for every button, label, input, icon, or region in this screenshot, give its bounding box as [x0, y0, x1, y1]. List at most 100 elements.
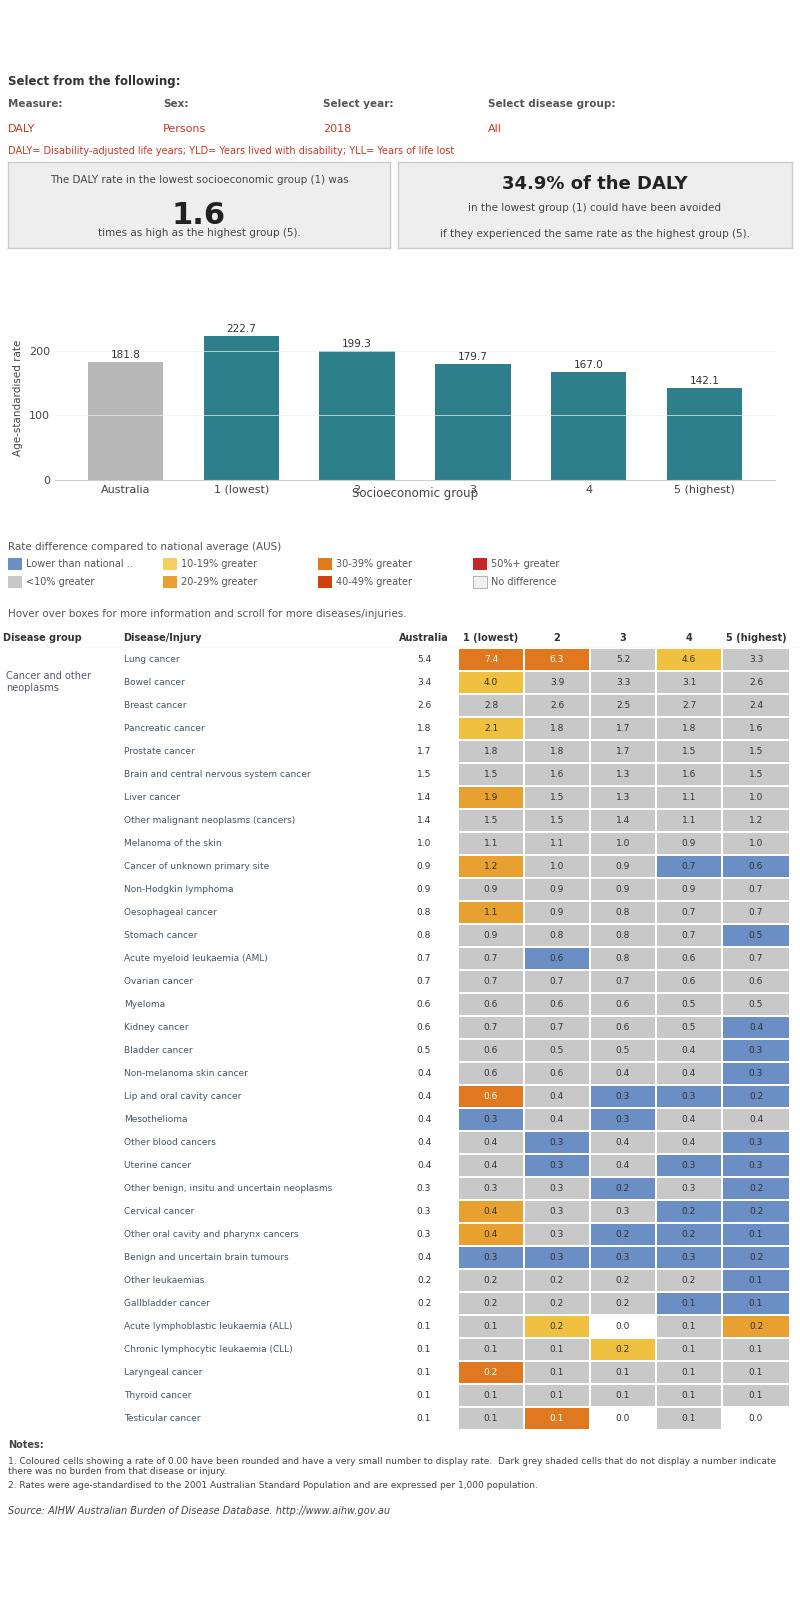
Text: 0.2: 0.2 [484, 1368, 498, 1378]
Text: 0.3: 0.3 [616, 1253, 630, 1262]
Text: 0.4: 0.4 [682, 1115, 696, 1123]
Text: Chronic lymphocytic leukaemia (CLL): Chronic lymphocytic leukaemia (CLL) [124, 1346, 293, 1354]
Bar [473, 576, 487, 587]
Text: 222.7: 222.7 [226, 323, 256, 334]
Bar [8, 576, 22, 587]
Text: 0.4: 0.4 [417, 1115, 431, 1123]
Text: Gallbladder cancer: Gallbladder cancer [124, 1299, 210, 1309]
Text: 0.3: 0.3 [682, 1253, 696, 1262]
Text: if they experienced the same rate as the highest group (5).: if they experienced the same rate as the… [440, 229, 750, 238]
Text: 1.8: 1.8 [550, 723, 564, 733]
Text: 0.3: 0.3 [616, 1091, 630, 1101]
Text: Thyroid cancer: Thyroid cancer [124, 1390, 191, 1400]
Text: Bladder cancer: Bladder cancer [124, 1046, 193, 1054]
Text: 0.7: 0.7 [749, 885, 763, 894]
Text: 1.0: 1.0 [417, 838, 431, 848]
Text: 1.8: 1.8 [484, 747, 498, 757]
Bar [551, 371, 626, 480]
Text: 3.1: 3.1 [682, 678, 696, 686]
Text: 0.1: 0.1 [616, 1390, 630, 1400]
Text: Testicular cancer: Testicular cancer [124, 1414, 201, 1422]
Text: 5.2: 5.2 [616, 654, 630, 664]
Text: 0.3: 0.3 [616, 1206, 630, 1216]
Text: 1.7: 1.7 [417, 747, 431, 755]
Text: Benign and uncertain brain tumours: Benign and uncertain brain tumours [124, 1253, 289, 1262]
Text: 6.3: 6.3 [550, 654, 564, 664]
Text: 0.7: 0.7 [417, 954, 431, 963]
Text: 0.3: 0.3 [550, 1162, 564, 1170]
Text: 0.5: 0.5 [550, 1046, 564, 1054]
Text: 0.2: 0.2 [616, 1299, 630, 1309]
Bar [163, 558, 177, 570]
Bar [473, 558, 487, 570]
Text: 1 (lowest): 1 (lowest) [463, 634, 518, 643]
Text: 3.3: 3.3 [616, 678, 630, 686]
Text: 3.4: 3.4 [417, 678, 431, 686]
Text: 1.6: 1.6 [550, 770, 564, 779]
Text: 1.2: 1.2 [484, 862, 498, 870]
Text: 0.3: 0.3 [550, 1184, 564, 1194]
Text: Non-Hodgkin lymphoma: Non-Hodgkin lymphoma [124, 885, 234, 894]
Text: 2.6: 2.6 [550, 701, 564, 710]
Text: 0.4: 0.4 [682, 1138, 696, 1147]
Text: 0.6: 0.6 [417, 1022, 431, 1032]
Text: 0.2: 0.2 [616, 1184, 630, 1194]
Text: 50%+ greater: 50%+ greater [491, 558, 559, 570]
Text: 3.3: 3.3 [749, 654, 763, 664]
Text: Lung cancer: Lung cancer [124, 654, 180, 664]
Text: Non-melanoma skin cancer: Non-melanoma skin cancer [124, 1069, 248, 1078]
Text: 1.8: 1.8 [417, 723, 431, 733]
Text: 0.5: 0.5 [749, 1000, 763, 1010]
Text: 0.1: 0.1 [417, 1390, 431, 1400]
Text: 5 (highest): 5 (highest) [726, 634, 786, 643]
Text: 0.4: 0.4 [484, 1206, 498, 1216]
Text: Other oral cavity and pharynx cancers: Other oral cavity and pharynx cancers [124, 1230, 298, 1238]
Text: 0.1: 0.1 [682, 1346, 696, 1354]
Text: 0.4: 0.4 [484, 1230, 498, 1238]
Text: 0.1: 0.1 [682, 1414, 696, 1422]
Text: 0.4: 0.4 [616, 1069, 630, 1078]
Text: 0.2: 0.2 [484, 1299, 498, 1309]
Y-axis label: Age-standardised rate: Age-standardised rate [14, 339, 23, 456]
Text: 0.7: 0.7 [550, 1022, 564, 1032]
Text: 0.7: 0.7 [682, 862, 696, 870]
Text: 0.2: 0.2 [417, 1277, 431, 1285]
Text: 1.5: 1.5 [417, 770, 431, 779]
Text: 0.2: 0.2 [616, 1230, 630, 1238]
Text: 0.3: 0.3 [749, 1046, 763, 1054]
Text: 2.6: 2.6 [749, 678, 763, 686]
Text: Melanoma of the skin: Melanoma of the skin [124, 838, 222, 848]
Bar [203, 336, 279, 480]
Text: 0.1: 0.1 [417, 1322, 431, 1331]
Text: 1.0: 1.0 [749, 794, 763, 802]
Text: Breast cancer: Breast cancer [124, 701, 186, 710]
Text: Source: AIHW Australian Burden of Disease Database. http://www.aihw.gov.au: Source: AIHW Australian Burden of Diseas… [8, 1506, 390, 1517]
Text: Cancer and other
neoplasms: Cancer and other neoplasms [6, 672, 91, 693]
Text: Comparison of age-standardised DALY rate:  Persons, 2018, for selected disease g: Comparison of age-standardised DALY rate… [8, 278, 586, 291]
Text: 2.1: 2.1 [484, 723, 498, 733]
Text: DALY: DALY [8, 123, 35, 134]
Text: 0.3: 0.3 [417, 1206, 431, 1216]
Text: 4: 4 [686, 634, 692, 643]
Text: 0.8: 0.8 [417, 931, 431, 939]
Text: 7.4: 7.4 [484, 654, 498, 664]
Text: 0.1: 0.1 [550, 1414, 564, 1422]
Text: 0.2: 0.2 [749, 1184, 763, 1194]
Text: DALY= Disability-adjusted life years; YLD= Years lived with disability; YLL= Yea: DALY= Disability-adjusted life years; YL… [8, 146, 454, 157]
Text: 0.1: 0.1 [550, 1390, 564, 1400]
Text: 2. Rates were age-standardised to the 2001 Australian Standard Population and ar: 2. Rates were age-standardised to the 20… [8, 1482, 538, 1490]
Text: 0.3: 0.3 [682, 1184, 696, 1194]
Text: 0.1: 0.1 [682, 1322, 696, 1331]
Text: 0.2: 0.2 [550, 1299, 564, 1309]
Text: 0.1: 0.1 [749, 1368, 763, 1378]
Text: 0.7: 0.7 [616, 978, 630, 986]
Text: 0.4: 0.4 [417, 1253, 431, 1262]
Text: 1.1: 1.1 [484, 909, 498, 917]
Text: Age-standardised DALY rate by disease and socioeconomic group: Persons, 2018: Age-standardised DALY rate by disease an… [8, 515, 544, 528]
Text: 1.3: 1.3 [616, 770, 630, 779]
Text: 0.0: 0.0 [616, 1322, 630, 1331]
Text: 0.6: 0.6 [616, 1000, 630, 1010]
Text: 1.0: 1.0 [616, 838, 630, 848]
Text: 1.6: 1.6 [749, 723, 763, 733]
Text: 0.6: 0.6 [550, 954, 564, 963]
